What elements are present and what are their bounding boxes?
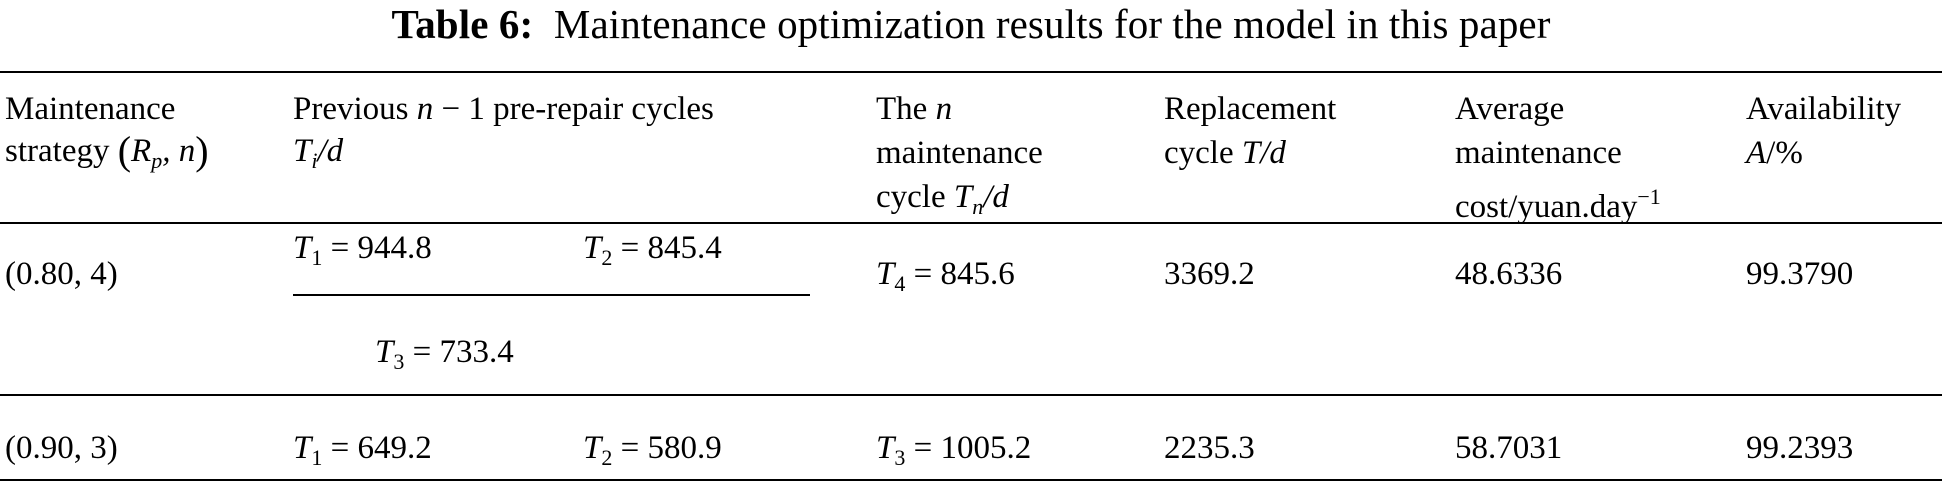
header-cost-line1: Average: [1455, 91, 1565, 127]
table-caption: Table 6: Maintenance optimization result…: [0, 0, 1942, 60]
top-rule: [0, 71, 1942, 73]
row2-availability: 99.2393: [1746, 430, 1854, 466]
row1-t1: T1 = 944.8: [293, 230, 432, 270]
header-strategy-line1: Maintenance: [5, 91, 176, 127]
row2-strategy: (0.90, 3): [5, 430, 118, 466]
row1-tn: T4 = 845.6: [876, 256, 1015, 296]
row1-strategy: (0.80, 4): [5, 256, 118, 292]
row1-t2: T2 = 845.4: [583, 230, 722, 270]
row1-availability: 99.3790: [1746, 256, 1854, 292]
header-availability-line2: A/%: [1746, 135, 1803, 171]
row2-t2: T2 = 580.9: [583, 430, 722, 470]
row1-cycle-divider: [293, 294, 810, 296]
header-rule: [0, 222, 1942, 224]
row2-tn: T3 = 1005.2: [876, 430, 1032, 470]
row2-t1: T1 = 649.2: [293, 430, 432, 470]
row2-cost: 58.7031: [1455, 430, 1563, 466]
row1-t3: T3 = 733.4: [375, 334, 514, 374]
header-previous-line2: Ti/d: [293, 133, 344, 173]
header-replacement-line1: Replacement: [1164, 91, 1337, 127]
row-rule: [0, 394, 1942, 396]
header-cost-line3: cost/yuan.day−1: [1455, 184, 1661, 225]
bottom-rule: [0, 479, 1942, 481]
row1-replacement: 3369.2: [1164, 256, 1255, 292]
header-cost-line2: maintenance: [1455, 135, 1622, 171]
header-availability-line1: Availability: [1746, 91, 1902, 127]
header-replacement-line2: cycle T/d: [1164, 135, 1286, 171]
header-nth-line1: The n: [876, 91, 953, 127]
row2-replacement: 2235.3: [1164, 430, 1255, 466]
caption-label: Table 6:: [391, 1, 534, 47]
caption-text: Maintenance optimization results for the…: [553, 1, 1551, 47]
header-previous-line1: Previous n − 1 pre-repair cycles: [293, 91, 714, 127]
row1-cost: 48.6336: [1455, 256, 1563, 292]
header-nth-line2: maintenance: [876, 135, 1043, 171]
header-strategy-line2: strategy (Rp, n): [5, 128, 209, 174]
header-nth-line3: cycle Tn/d: [876, 179, 1009, 219]
